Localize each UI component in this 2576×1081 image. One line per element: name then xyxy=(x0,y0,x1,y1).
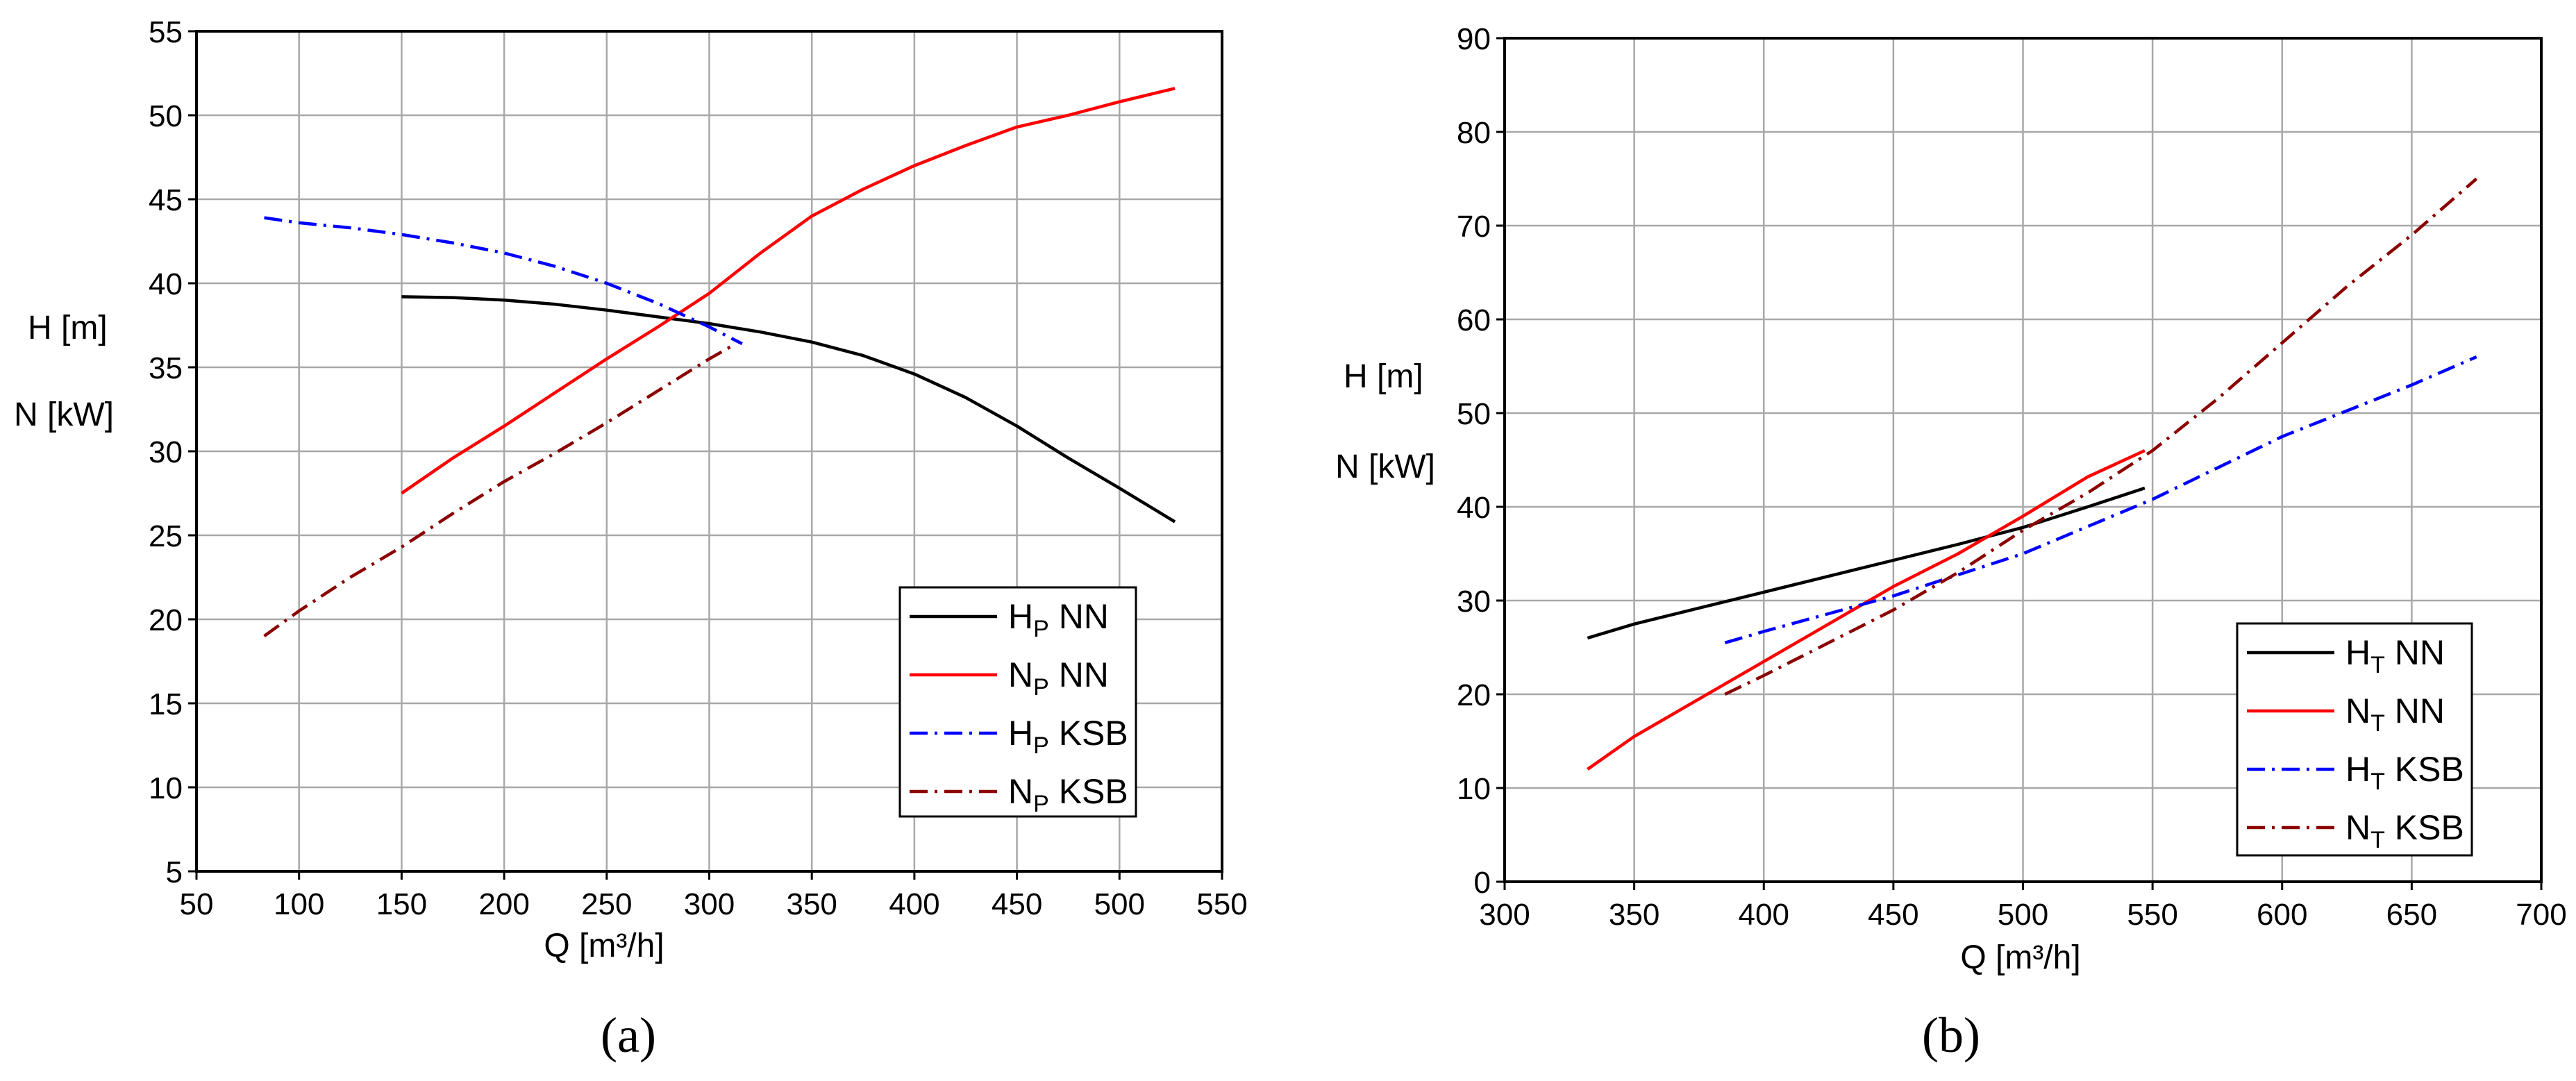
chart-a-xtick-label: 300 xyxy=(684,887,735,921)
chart-b-series xyxy=(1587,177,2478,771)
chart-b: 300 350 400 450 500 550 600 650 700 0 10 20 30 40 50 60… xyxy=(1335,22,2567,1063)
chart-b-series-h-ksb xyxy=(1724,355,2477,644)
chart-b-legend-label: HT NN xyxy=(2345,633,2445,678)
chart-a-grid xyxy=(196,31,1222,871)
chart-a-series-n-ksb xyxy=(263,342,737,638)
chart-a-xtick-label: 350 xyxy=(786,887,837,921)
chart-b-ylabel-h: H [m] xyxy=(1344,358,1423,395)
chart-a-legend-label: HP KSB xyxy=(1008,714,1128,759)
chart-a-xtick-label: 500 xyxy=(1094,887,1145,921)
chart-b-ytick-label: 70 xyxy=(1457,210,1491,244)
chart-a-ytick-label: 30 xyxy=(149,435,183,469)
chart-b-ytick-label: 50 xyxy=(1457,397,1491,431)
chart-a-ytick-label: 20 xyxy=(149,603,183,637)
chart-b-xtick-label: 500 xyxy=(1998,898,2048,932)
chart-b-caption: (b) xyxy=(1922,1007,1980,1063)
chart-b-legend-label: NT KSB xyxy=(2345,808,2464,853)
chart-a-xtick-label: 400 xyxy=(889,887,939,921)
chart-b-ytick-label: 60 xyxy=(1457,303,1491,337)
chart-b-grid xyxy=(1505,38,2541,882)
chart-a-series-n-nn xyxy=(401,87,1176,495)
chart-b-legend-label: HT KSB xyxy=(2345,750,2464,795)
chart-b-xtick-label: 300 xyxy=(1479,898,1530,932)
chart-a-xtick-label: 450 xyxy=(992,887,1042,921)
chart-b-ticks: 300 350 400 450 500 550 600 650 700 0 10 20 30 40 50 60… xyxy=(1457,22,2567,932)
chart-a-legend-box xyxy=(898,586,1137,818)
chart-a-ytick-label: 5 xyxy=(166,855,183,889)
chart-a-series xyxy=(263,87,1176,638)
chart-a-caption: (a) xyxy=(601,1007,656,1063)
chart-a-xtick-label: 100 xyxy=(274,887,324,921)
chart-b-legend: HT NN NT NN HT KSB NT KSB xyxy=(2236,622,2473,857)
chart-a-ticks: 50 100 150 200 250 300 350 400 450 500 550 5 10 15 20 2… xyxy=(149,15,1248,921)
chart-b-ytick-label: 90 xyxy=(1457,22,1491,56)
chart-a-ytick-label: 45 xyxy=(149,183,183,217)
chart-b-series-n-nn xyxy=(1587,449,2146,771)
chart-b-xtick-label: 350 xyxy=(1609,898,1659,932)
chart-a-xtick-label: 250 xyxy=(581,887,632,921)
chart-b-xtick-label: 550 xyxy=(2127,898,2177,932)
chart-b-ytick-label: 40 xyxy=(1457,491,1491,525)
chart-a-ytick-label: 15 xyxy=(149,687,183,721)
chart-a-series-h-ksb xyxy=(264,216,743,346)
chart-a-xtick-label: 150 xyxy=(376,887,427,921)
chart-b-ytick-label: 30 xyxy=(1457,585,1491,619)
chart-b-xtick-label: 650 xyxy=(2386,898,2437,932)
chart-b-xtick-label: 450 xyxy=(1868,898,1918,932)
chart-a-xtick-label: 200 xyxy=(478,887,529,921)
chart-a-legend-label: NP NN xyxy=(1008,655,1109,701)
chart-b-series-n-ksb xyxy=(1724,177,2478,696)
chart-b-ytick-label: 10 xyxy=(1457,772,1491,806)
chart-b-ylabel-n: N [kW] xyxy=(1335,449,1435,485)
chart-a-ylabel-h: H [m] xyxy=(28,310,108,346)
chart-a-legend: HP NN NP NN HP KSB NP KSB xyxy=(898,586,1137,818)
chart-a-xtick-label: 550 xyxy=(1196,887,1247,921)
chart-a-ylabel-n: N [kW] xyxy=(14,396,114,433)
chart-a-ytick-label: 25 xyxy=(149,519,183,553)
chart-b-ytick-label: 80 xyxy=(1457,116,1491,150)
chart-a-legend-label: NP KSB xyxy=(1008,772,1128,817)
chart-a-ytick-label: 50 xyxy=(149,99,183,133)
chart-a-legend-label: HP NN xyxy=(1008,597,1109,642)
chart-a: 50 100 150 200 250 300 350 400 450 500 550 5 10 15 20 2… xyxy=(14,15,1248,1063)
chart-b-xtick-label: 700 xyxy=(2516,898,2566,932)
chart-b-xtick-label: 600 xyxy=(2257,898,2307,932)
chart-b-legend-box xyxy=(2236,622,2473,857)
chart-a-xlabel: Q [m³/h] xyxy=(544,928,664,964)
chart-a-ytick-label: 10 xyxy=(149,771,183,805)
chart-b-legend-label: NT NN xyxy=(2345,692,2445,737)
chart-a-ytick-label: 40 xyxy=(149,267,183,301)
chart-a-series-h-nn xyxy=(401,295,1176,523)
chart-b-ytick-label: 0 xyxy=(1474,866,1491,900)
chart-b-xtick-label: 400 xyxy=(1739,898,1789,932)
chart-b-series-h-nn xyxy=(1587,486,2146,640)
chart-a-xtick-label: 50 xyxy=(180,887,214,921)
chart-b-ytick-label: 20 xyxy=(1457,678,1491,712)
chart-b-xlabel: Q [m³/h] xyxy=(1960,939,2080,976)
chart-a-ytick-label: 55 xyxy=(149,15,183,49)
chart-a-ytick-label: 35 xyxy=(149,351,183,385)
